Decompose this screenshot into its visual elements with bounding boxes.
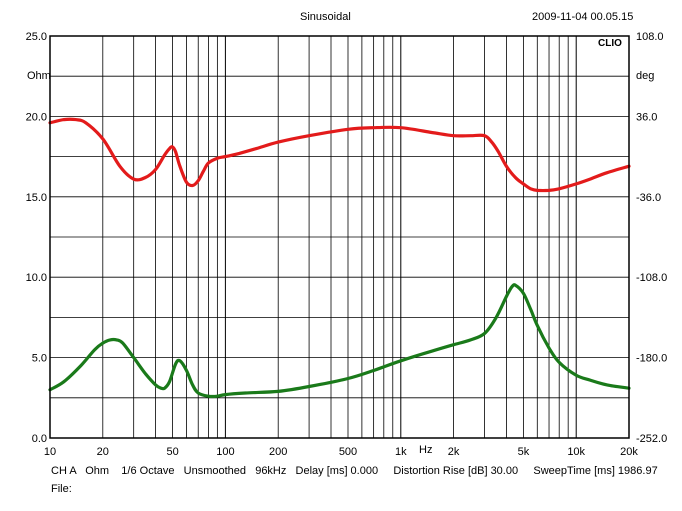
y-left-tick-label: 20.0 bbox=[26, 111, 47, 123]
timestamp: 2009-11-04 00.05.15 bbox=[532, 11, 634, 23]
y-right-tick-label: -252.0 bbox=[636, 433, 667, 445]
x-tick-label: 20 bbox=[97, 446, 109, 458]
x-tick-label: 5k bbox=[518, 446, 530, 458]
y-right-tick-label: -180.0 bbox=[636, 353, 667, 365]
x-tick-label: 500 bbox=[339, 446, 357, 458]
chart-title: Sinusoidal bbox=[300, 11, 351, 23]
x-tick-label: 10 bbox=[44, 446, 56, 458]
y-right-tick-label: -36.0 bbox=[636, 192, 661, 204]
phase-curve bbox=[48, 283, 631, 399]
x-tick-label: 20k bbox=[620, 446, 638, 458]
x-tick-label: 1k bbox=[395, 446, 407, 458]
x-tick-label: 2k bbox=[448, 446, 460, 458]
left-axis-label: Ohm bbox=[27, 70, 51, 82]
x-tick-label: 200 bbox=[269, 446, 287, 458]
file-label: File: bbox=[51, 483, 72, 495]
plot-frame bbox=[49, 35, 630, 439]
y-right-tick-label: 108.0 bbox=[636, 31, 664, 43]
x-tick-label: 50 bbox=[166, 446, 178, 458]
y-left-tick-label: 15.0 bbox=[26, 192, 47, 204]
y-right-tick-label: 36.0 bbox=[636, 111, 657, 123]
y-left-tick-label: 10.0 bbox=[26, 272, 47, 284]
impedance-curve bbox=[48, 117, 631, 193]
brand-label: CLIO bbox=[598, 38, 622, 49]
y-left-tick-label: 25.0 bbox=[26, 31, 47, 43]
measurement-settings: CH A Ohm 1/6 Octave Unsmoothed 96kHz Del… bbox=[51, 465, 658, 477]
y-left-tick-label: 0.0 bbox=[32, 433, 47, 445]
x-axis-unit: Hz bbox=[419, 444, 433, 456]
right-axis-label: deg bbox=[636, 70, 655, 82]
x-tick-label: 10k bbox=[567, 446, 585, 458]
y-right-tick-label: -108.0 bbox=[636, 272, 667, 284]
chart-tick-labels: 10 20 50 100 200 500 1k 2k 5k 10k 20k 0.0 5.0 10.0 15.… bbox=[26, 31, 668, 458]
y-left-tick-label: 5.0 bbox=[32, 353, 47, 365]
chart-curves bbox=[48, 117, 631, 399]
chart-grid bbox=[50, 36, 629, 438]
x-tick-label: 100 bbox=[216, 446, 234, 458]
